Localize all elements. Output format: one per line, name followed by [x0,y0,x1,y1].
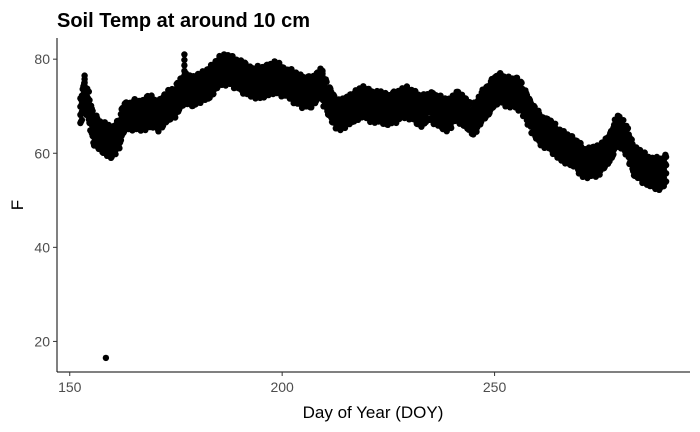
data-point [181,62,188,69]
x-tick-label: 250 [483,379,507,395]
y-tick-label: 40 [34,239,50,255]
y-axis-title: F [8,200,27,210]
y-tick-label: 80 [34,51,50,67]
data-point [116,145,123,152]
data-point [78,116,86,124]
data-point [610,151,617,158]
x-tick-label: 200 [270,379,294,395]
data-point [181,73,188,80]
data-point [662,161,670,169]
data-point [448,124,455,132]
data-point [662,170,670,177]
x-axis-ticks: 150 200 250 [58,372,506,395]
data-point [662,178,670,185]
data-point [552,120,559,128]
data-point [155,128,162,135]
data-point [495,77,502,84]
data-points [77,51,670,362]
outlier-point [102,354,110,362]
data-point [172,114,179,121]
data-point [106,152,114,159]
data-point [654,178,662,185]
data-point [319,67,326,75]
x-tick-label: 150 [58,379,82,395]
data-point [86,96,93,104]
data-point [620,117,627,124]
data-point [181,78,188,86]
data-point [662,153,670,161]
data-point [470,131,477,138]
data-point [181,67,188,75]
data-point [518,79,525,87]
x-axis-title: Day of Year (DOY) [303,403,444,422]
y-axis-ticks: 20 40 60 80 [34,51,57,349]
data-point [181,84,188,91]
data-point [112,150,119,158]
y-tick-label: 60 [34,145,50,161]
y-tick-label: 20 [34,333,50,349]
data-point [81,72,88,79]
data-point [614,121,621,129]
data-point [624,125,632,132]
data-point [580,171,587,178]
data-point [228,53,235,60]
data-point [308,104,315,111]
data-point [89,107,96,115]
data-point [181,51,188,58]
chart-title: Soil Temp at around 10 cm [57,10,310,32]
data-point [181,56,188,64]
